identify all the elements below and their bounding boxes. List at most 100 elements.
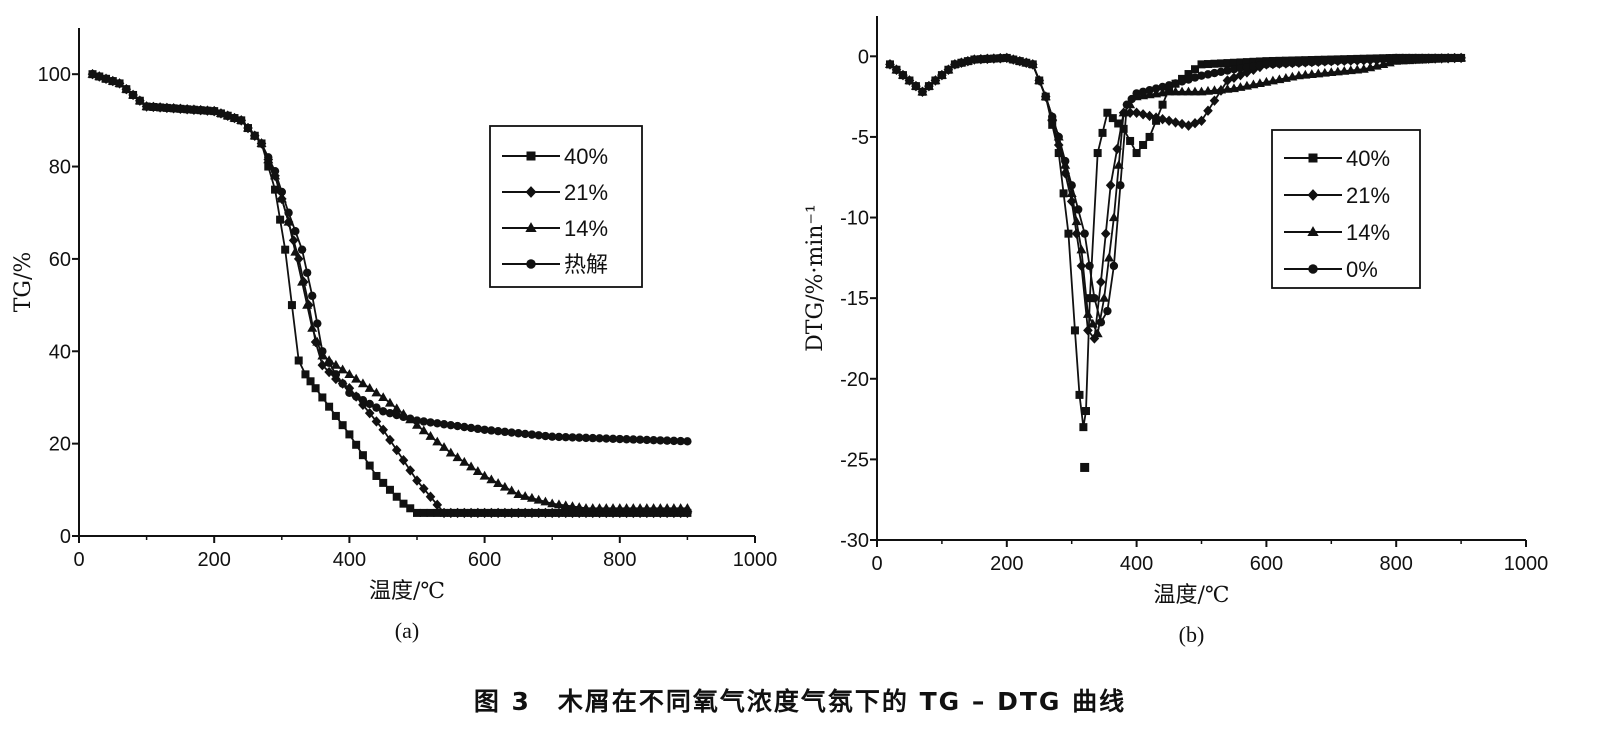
data-point	[1104, 252, 1115, 262]
data-point	[1090, 293, 1099, 303]
data-point	[446, 420, 455, 430]
legend-box	[1271, 129, 1421, 289]
data-point	[1203, 70, 1213, 79]
data-point	[675, 503, 686, 512]
legend-label: 40%	[564, 144, 608, 169]
data-point	[1229, 58, 1238, 67]
data-point	[1114, 119, 1123, 128]
data-point	[324, 358, 334, 368]
data-point	[1041, 92, 1050, 101]
data-point	[567, 507, 578, 519]
data-point	[271, 185, 280, 194]
x-tick-label: 1000	[733, 549, 778, 571]
legend-label: 热解	[564, 252, 608, 277]
data-point	[378, 424, 388, 435]
data-point	[331, 411, 340, 420]
data-point	[425, 431, 436, 440]
data-point	[432, 436, 443, 446]
data-point	[1022, 58, 1031, 67]
data-point	[306, 377, 315, 386]
data-point	[338, 421, 347, 430]
data-point	[318, 393, 327, 402]
data-point	[1177, 118, 1187, 130]
data-point	[439, 442, 450, 451]
data-point	[399, 412, 408, 422]
series-0%	[885, 53, 1466, 327]
data-point	[313, 319, 322, 328]
data-point	[622, 435, 631, 444]
data-point	[1216, 59, 1225, 68]
y-axis-title: TG/%	[11, 252, 36, 313]
data-point	[944, 65, 953, 74]
data-point	[1171, 79, 1180, 88]
data-point	[281, 245, 290, 254]
data-point	[1209, 95, 1220, 106]
data-point	[324, 366, 334, 378]
data-point	[924, 81, 934, 91]
data-point	[621, 503, 632, 512]
data-point	[1242, 58, 1251, 67]
data-point	[581, 503, 591, 512]
data-point	[480, 425, 489, 434]
data-point	[135, 96, 145, 105]
data-point	[1164, 81, 1174, 90]
data-point	[1087, 318, 1098, 328]
data-point	[567, 501, 578, 511]
data-point	[473, 507, 483, 519]
data-point	[203, 106, 212, 115]
data-point	[970, 55, 979, 64]
data-point	[1076, 260, 1087, 272]
data-point	[507, 428, 516, 437]
data-point	[1249, 57, 1258, 66]
data-point	[1085, 261, 1094, 271]
data-point	[608, 434, 618, 443]
data-point	[575, 433, 584, 442]
data-point	[378, 392, 389, 402]
data-point	[548, 432, 557, 441]
data-point	[297, 276, 308, 286]
data-point	[405, 465, 416, 476]
x-axis-title: 温度/℃	[369, 579, 445, 604]
data-point	[1294, 58, 1304, 67]
data-point	[1108, 114, 1117, 123]
data-point	[385, 434, 395, 446]
data-point	[635, 435, 645, 444]
data-point	[196, 106, 205, 115]
data-point	[1099, 292, 1110, 302]
data-point	[385, 408, 395, 418]
data-point	[950, 60, 960, 69]
y-tick-label: 80	[49, 157, 71, 179]
data-point	[554, 432, 564, 442]
y-tick-label: -25	[840, 449, 869, 471]
data-point	[595, 434, 604, 443]
data-point	[1223, 59, 1232, 68]
data-point	[338, 379, 347, 388]
data-point	[957, 58, 966, 67]
data-point	[541, 431, 550, 441]
data-point	[1138, 109, 1148, 120]
data-point	[615, 434, 624, 444]
data-point	[560, 507, 571, 519]
data-point	[1061, 156, 1070, 166]
data-point	[1127, 94, 1136, 104]
data-point	[413, 508, 421, 517]
data-point	[479, 470, 490, 480]
data-point	[1076, 244, 1087, 254]
data-point	[608, 503, 619, 512]
data-point	[675, 507, 686, 519]
data-point	[648, 503, 659, 512]
data-point	[1132, 149, 1141, 158]
data-point	[432, 499, 443, 511]
data-point	[499, 481, 510, 491]
data-point	[1301, 58, 1310, 67]
data-point	[399, 499, 408, 508]
data-point	[1222, 75, 1233, 86]
data-point	[587, 503, 598, 512]
data-point	[662, 436, 672, 445]
data-point	[216, 109, 226, 118]
data-point	[301, 370, 310, 379]
data-point	[412, 416, 422, 425]
data-point	[128, 90, 138, 100]
data-point	[1054, 132, 1063, 142]
data-point	[243, 123, 253, 133]
